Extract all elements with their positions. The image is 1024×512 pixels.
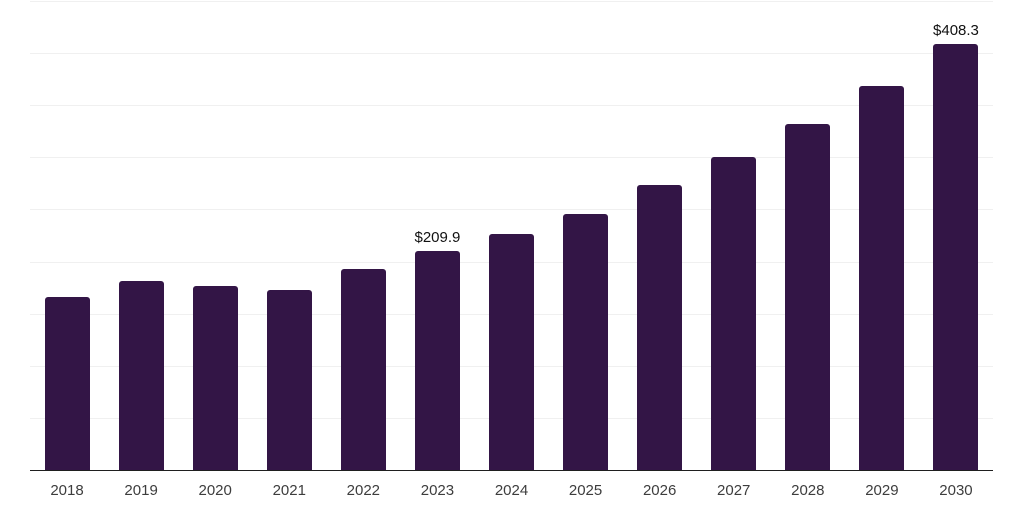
bar-2028	[785, 123, 831, 470]
bar-2030	[933, 44, 979, 470]
bar-2024	[489, 234, 534, 470]
bar-2021	[266, 289, 312, 470]
bar-2029	[859, 86, 905, 470]
bar-2023	[414, 251, 460, 470]
bar-2025	[563, 213, 609, 470]
x-axis-line	[30, 469, 993, 471]
x-tick-label-2030: 2030	[939, 481, 973, 499]
x-tick-label-2018: 2018	[50, 481, 84, 499]
bar-2020	[192, 285, 238, 470]
gridline	[30, 53, 993, 55]
bar-2018	[44, 296, 90, 470]
gridline	[30, 157, 993, 159]
gridline	[30, 1, 993, 2]
x-tick-label-2028: 2028	[791, 481, 825, 499]
x-tick-label-2029: 2029	[865, 481, 899, 499]
x-tick-label-2023: 2023	[420, 481, 455, 499]
x-tick-label-2026: 2026	[642, 481, 677, 499]
bar-2019	[118, 281, 164, 470]
x-tick-label-2025: 2025	[568, 481, 603, 499]
bar-2022	[340, 268, 386, 470]
x-tick-label-2024: 2024	[494, 481, 529, 499]
gridline	[30, 209, 993, 211]
bar-value-label-2030: $408.3	[933, 22, 979, 40]
x-tick-label-2020: 2020	[198, 481, 232, 499]
x-tick-label-2019: 2019	[124, 481, 158, 499]
x-tick-label-2022: 2022	[346, 481, 381, 499]
bar-value-label-2023: $209.9	[414, 229, 461, 247]
bar-2027	[711, 157, 757, 470]
gridline	[30, 105, 993, 107]
x-tick-label-2027: 2027	[717, 481, 751, 499]
bar-2026	[637, 185, 683, 470]
x-tick-label-2021: 2021	[272, 481, 306, 499]
